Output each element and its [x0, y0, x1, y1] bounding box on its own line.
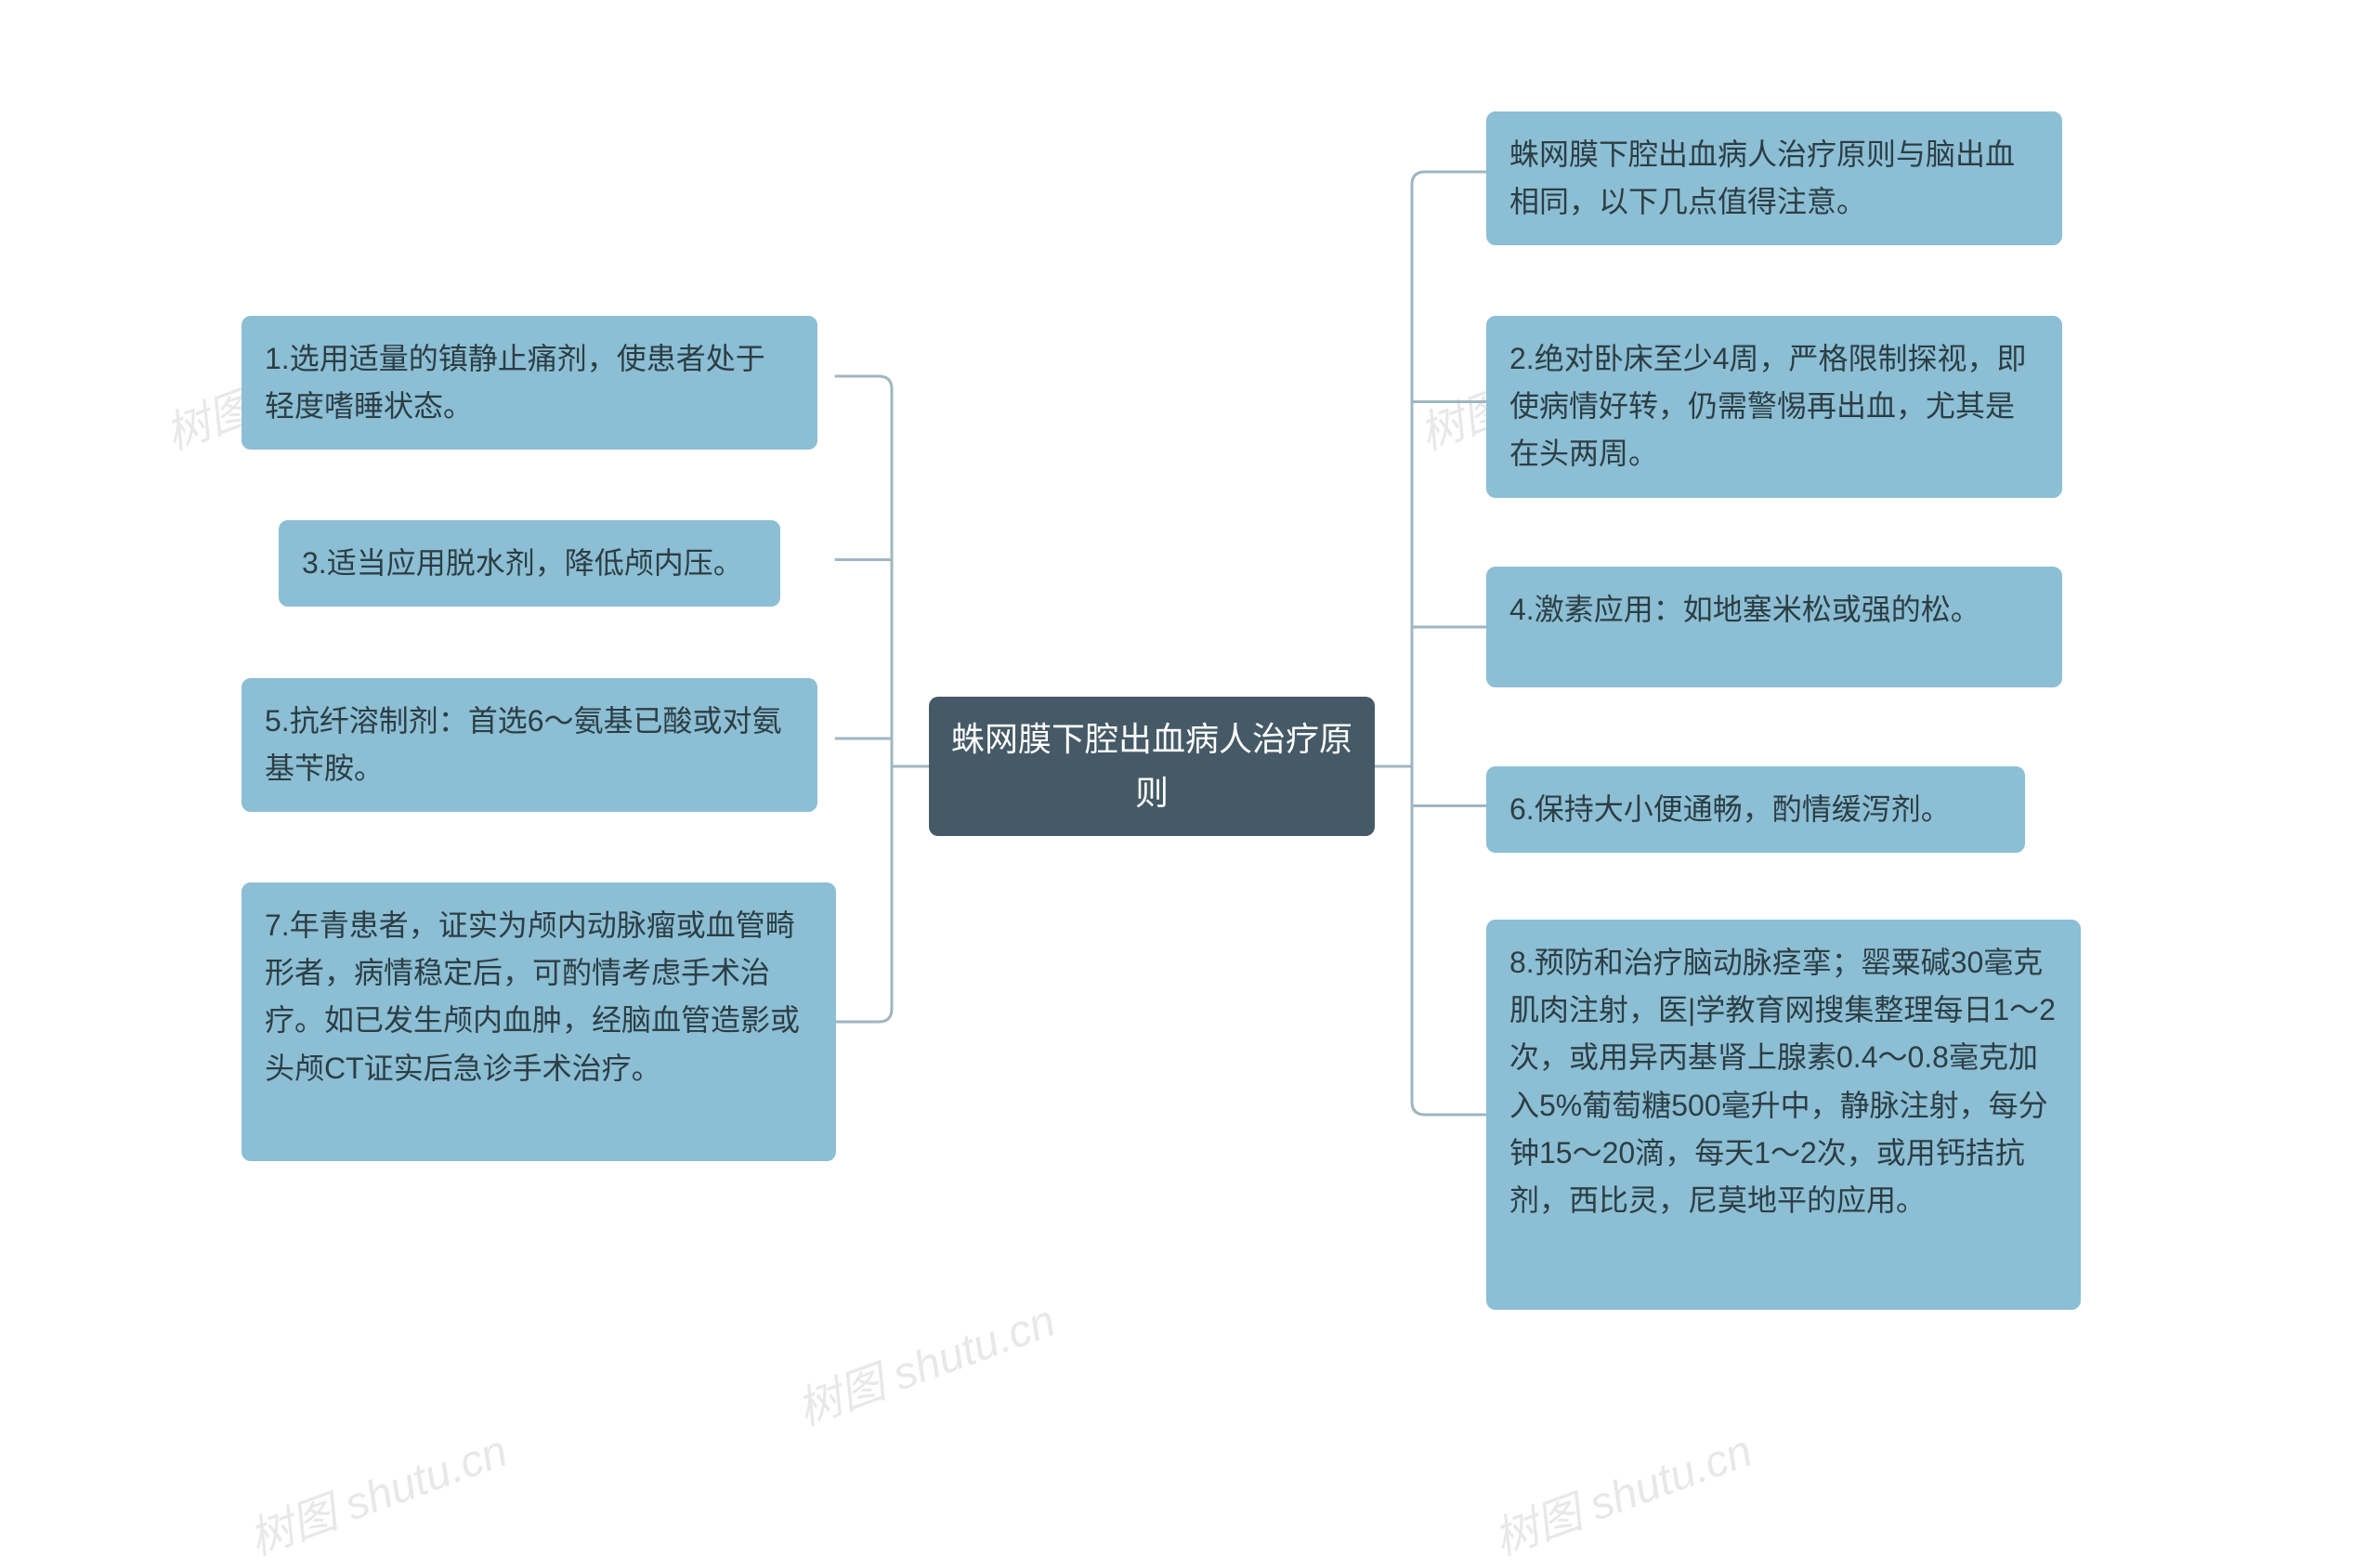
- center-topic-text: 蛛网膜下腔出血病人治疗原则: [951, 712, 1352, 819]
- watermark-4: 树图 shutu.cn: [1483, 1414, 1759, 1567]
- center-topic: 蛛网膜下腔出血病人治疗原则: [929, 697, 1375, 836]
- left-node-2: 5.抗纤溶制剂：首选6～氨基已酸或对氨基苄胺。: [242, 678, 817, 812]
- right-node-4-text: 8.预防和治疗脑动脉痉挛；罂粟碱30毫克肌肉注射，医|学教育网搜集整理每日1～2…: [1509, 946, 2056, 1217]
- right-node-2: 4.激素应用：如地塞米松或强的松。: [1486, 567, 2062, 687]
- left-node-0: 1.选用适量的镇静止痛剂，使患者处于轻度嗜睡状态。: [242, 316, 817, 450]
- left-node-0-text: 1.选用适量的镇静止痛剂，使患者处于轻度嗜睡状态。: [265, 342, 765, 423]
- watermark-3: 树图 shutu.cn: [239, 1414, 515, 1567]
- left-node-1-text: 3.适当应用脱水剂，降低颅内压。: [302, 546, 743, 580]
- left-node-3-text: 7.年青患者，证实为颅内动脉瘤或血管畸形者，病情稳定后，可酌情考虑手术治疗。如已…: [265, 908, 800, 1085]
- right-node-0-text: 蛛网膜下腔出血病人治疗原则与脑出血相同，以下几点值得注意。: [1509, 137, 2015, 218]
- left-node-1: 3.适当应用脱水剂，降低颅内压。: [279, 520, 780, 607]
- right-node-4: 8.预防和治疗脑动脉痉挛；罂粟碱30毫克肌肉注射，医|学教育网搜集整理每日1～2…: [1486, 920, 2081, 1310]
- left-node-2-text: 5.抗纤溶制剂：首选6～氨基已酸或对氨基苄胺。: [265, 704, 782, 785]
- mindmap-canvas: 树图 shutu.cn树图 shutu.cn树图 shutu.cn树图 shut…: [0, 0, 2378, 1531]
- left-node-3: 7.年青患者，证实为颅内动脉瘤或血管畸形者，病情稳定后，可酌情考虑手术治疗。如已…: [242, 882, 836, 1161]
- watermark-2: 树图 shutu.cn: [787, 1284, 1063, 1437]
- right-node-3-text: 6.保持大小便通畅，酌情缓泻剂。: [1509, 792, 1951, 826]
- right-node-1-text: 2.绝对卧床至少4周，严格限制探视，即使病情好转，仍需警惕再出血，尤其是在头两周…: [1509, 342, 2027, 470]
- right-node-2-text: 4.激素应用：如地塞米松或强的松。: [1509, 593, 1980, 626]
- right-node-3: 6.保持大小便通畅，酌情缓泻剂。: [1486, 766, 2025, 853]
- right-node-0: 蛛网膜下腔出血病人治疗原则与脑出血相同，以下几点值得注意。: [1486, 111, 2062, 245]
- right-node-1: 2.绝对卧床至少4周，严格限制探视，即使病情好转，仍需警惕再出血，尤其是在头两周…: [1486, 316, 2062, 498]
